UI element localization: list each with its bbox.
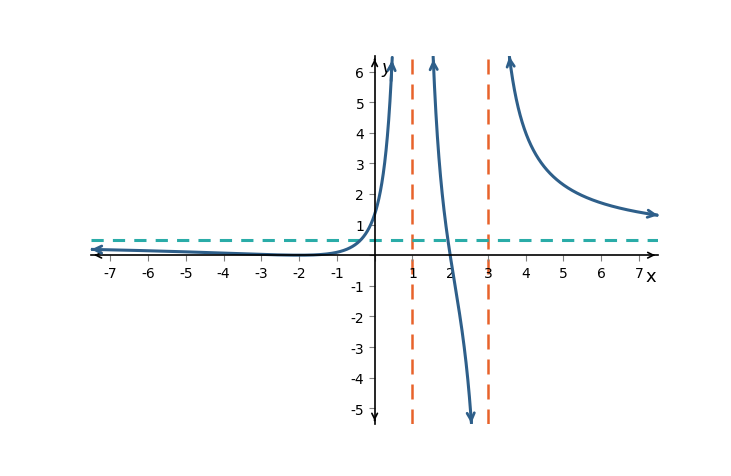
Text: y: y: [382, 59, 392, 77]
Text: x: x: [645, 267, 656, 285]
